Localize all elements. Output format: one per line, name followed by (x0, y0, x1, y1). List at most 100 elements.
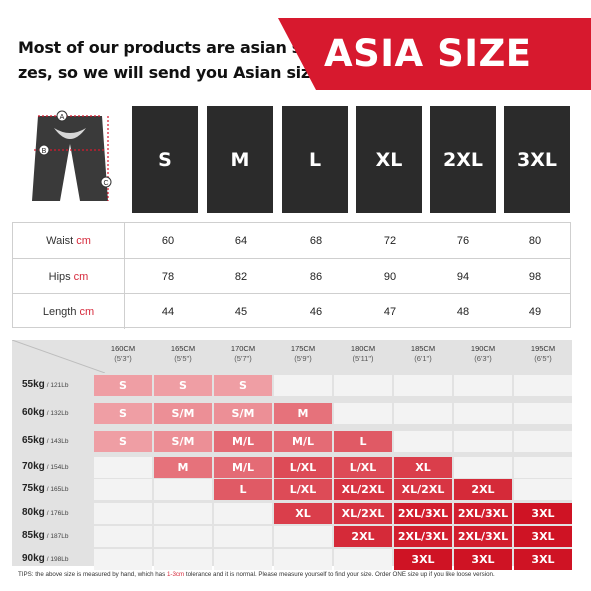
weight-kg: 60kg (22, 407, 45, 418)
empty-cell (94, 457, 152, 478)
height-header: 190CM (6'3") (454, 344, 512, 364)
value-cell: 60 (161, 234, 175, 247)
size-cell: 3XL (454, 549, 512, 570)
weight-lb: / 132Lb (46, 410, 69, 417)
size-cell: S (94, 375, 152, 396)
height-ft: (6'5") (534, 354, 552, 363)
label-text: Hips (48, 270, 71, 283)
marker-b: B (42, 148, 47, 155)
size-cell: 2XL/3XL (454, 503, 512, 524)
banner-shape (278, 18, 591, 90)
empty-cell (334, 403, 392, 424)
value-cell: 47 (383, 305, 397, 318)
height-header: 195CM (6'5") (514, 344, 572, 364)
empty-cell (154, 549, 212, 570)
empty-cell (334, 375, 392, 396)
size-cell: M/L (274, 431, 332, 452)
height-ft: (5'9") (294, 354, 312, 363)
unit-text: cm (73, 270, 89, 283)
size-cell: 2XL/3XL (394, 526, 452, 547)
size-cell: M/L (214, 431, 272, 452)
tips-note: TIPS: the above size is measured by hand… (18, 571, 495, 578)
weight-label: 80kg/ 176Lb (22, 507, 68, 518)
weight-label: 90kg/ 198Lb (22, 553, 68, 564)
value-cell: 46 (309, 305, 323, 318)
label-text: Length (42, 305, 77, 318)
size-cell: L/XL (274, 479, 332, 500)
weight-lb: / 176Lb (46, 510, 69, 517)
weight-kg: 75kg (22, 483, 45, 494)
height-header: 175CM (5'9") (274, 344, 332, 364)
size-cell: S (94, 431, 152, 452)
height-ft: (5'7") (234, 354, 252, 363)
empty-cell (214, 526, 272, 547)
weight-lb: / 165Lb (46, 486, 69, 493)
size-cell: M/L (214, 457, 272, 478)
weight-label: 55kg/ 121Lb (22, 379, 68, 390)
unit-text: cm (79, 305, 95, 318)
height-cm: 170CM (230, 344, 256, 353)
value-cell: 78 (161, 270, 175, 283)
size-cell: 3XL (514, 503, 572, 524)
size-cell: 3XL (514, 549, 572, 570)
empty-cell (514, 403, 572, 424)
height-cm: 160CM (110, 344, 136, 353)
headline-line-2: zes, so we will send you Asian sizes (18, 63, 330, 82)
empty-cell (94, 479, 152, 500)
size-header-l: L (282, 106, 348, 213)
empty-cell (454, 457, 512, 478)
value-cell: 98 (528, 270, 542, 283)
value-cell: 80 (528, 234, 542, 247)
measurement-table: Waist cm 60 64 68 72 76 80 Hips cm 78 82 8… (12, 222, 571, 329)
size-cell: XL (274, 503, 332, 524)
weight-lb: / 154Lb (46, 464, 69, 471)
weight-kg: 90kg (22, 553, 45, 564)
height-ft: (5'3") (114, 354, 132, 363)
row-label: Waist cm (13, 223, 125, 258)
weight-kg: 65kg (22, 435, 45, 446)
value-cell: 90 (383, 270, 397, 283)
size-cell: S (94, 403, 152, 424)
empty-cell (274, 526, 332, 547)
corner-diagonal (12, 340, 105, 373)
empty-cell (154, 479, 212, 500)
value-cell: 45 (234, 305, 248, 318)
size-cell: 2XL/3XL (394, 503, 452, 524)
weight-label: 70kg/ 154Lb (22, 461, 68, 472)
tips-tolerance: 1-3cm (166, 571, 185, 578)
height-ft: (5'11") (352, 354, 374, 363)
size-header-3xl: 3XL (504, 106, 570, 213)
size-header-s: S (132, 106, 198, 213)
weight-label: 60kg/ 132Lb (22, 407, 68, 418)
size-cell: XL/2XL (394, 479, 452, 500)
empty-cell (334, 549, 392, 570)
value-cell: 44 (161, 305, 175, 318)
measurement-row-waist: Waist cm 60 64 68 72 76 80 (13, 223, 570, 258)
empty-cell (274, 375, 332, 396)
height-header: 185CM (6'1") (394, 344, 452, 364)
empty-cell (274, 549, 332, 570)
value-cell: 86 (309, 270, 323, 283)
weight-label: 85kg/ 187Lb (22, 530, 68, 541)
empty-cell (394, 403, 452, 424)
height-weight-size-chart: 160CM (5'3") 165CM (5'5") 170CM (5'7") 175CM (5… (12, 340, 577, 570)
size-header-xl: XL (356, 106, 422, 213)
label-text: Waist (46, 234, 74, 247)
empty-cell (514, 431, 572, 452)
value-cell: 72 (383, 234, 397, 247)
tips-prefix: TIPS: the above size is measured by hand… (18, 571, 167, 578)
empty-cell (454, 403, 512, 424)
empty-cell (394, 375, 452, 396)
size-cell: L/XL (274, 457, 332, 478)
size-cell: S/M (154, 431, 212, 452)
weight-kg: 80kg (22, 507, 45, 518)
height-cm: 185CM (410, 344, 436, 353)
size-cell: 3XL (514, 526, 572, 547)
weight-lb: / 121Lb (46, 382, 69, 389)
value-cell: 49 (528, 305, 542, 318)
measurement-row-length: Length cm 44 45 46 47 48 49 (13, 293, 570, 329)
size-cell: XL (394, 457, 452, 478)
empty-cell (514, 375, 572, 396)
weight-kg: 85kg (22, 530, 45, 541)
weight-lb: / 198Lb (46, 556, 69, 563)
